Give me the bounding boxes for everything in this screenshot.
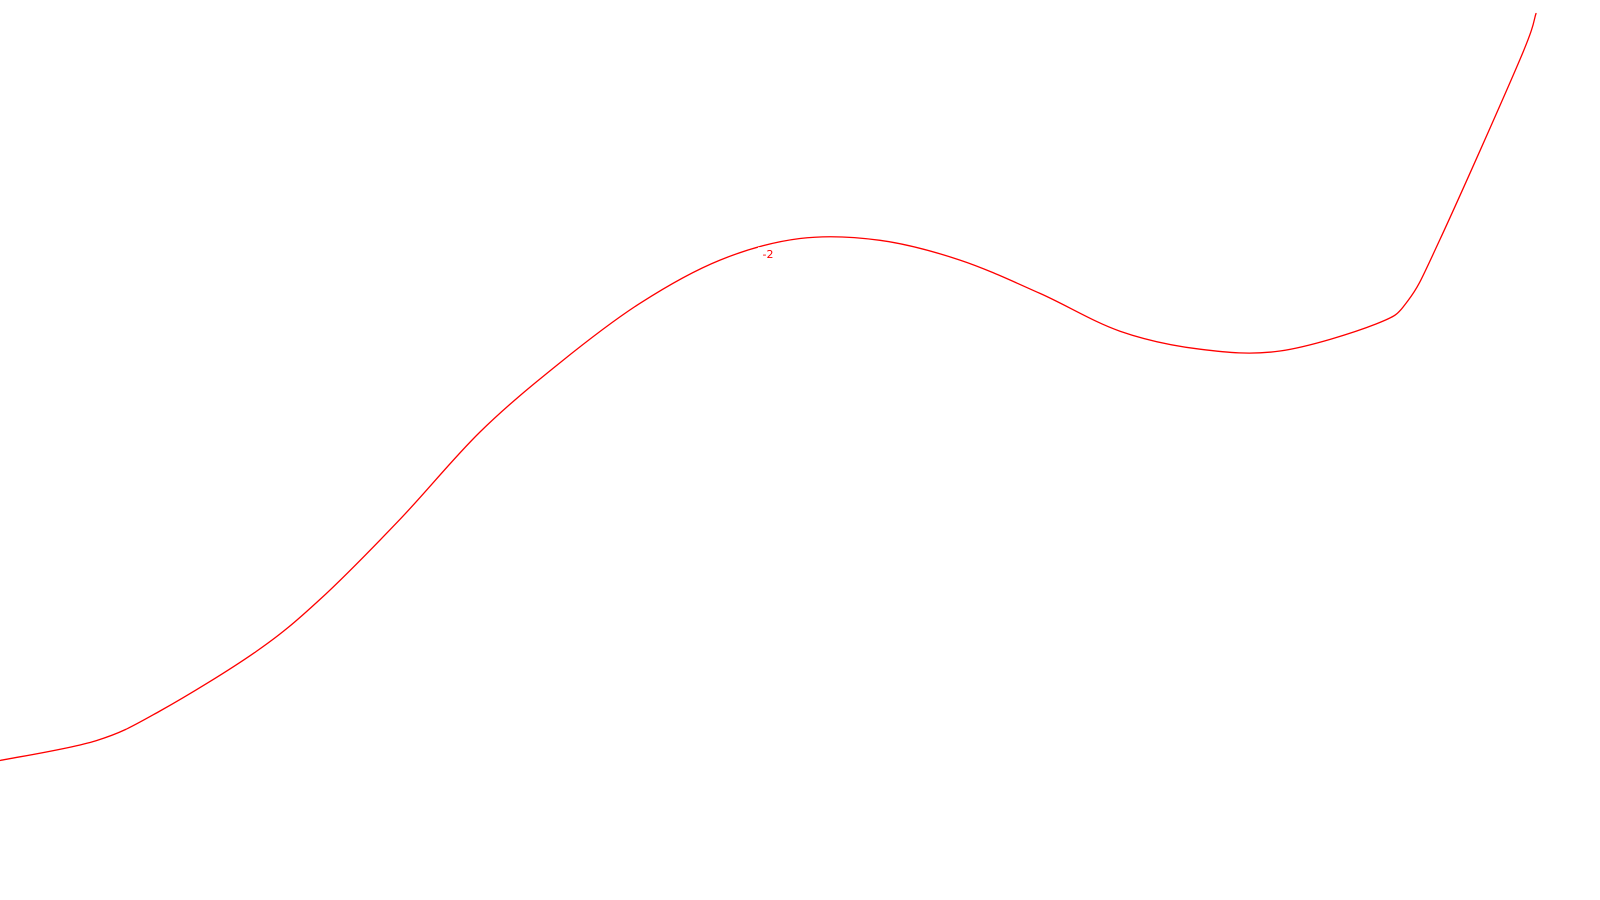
contour-label-0: -2 [763, 248, 774, 261]
contour-label-background-0 [758, 247, 778, 262]
contour-line-0 [0, 12, 1537, 762]
series-layer: -2 [0, 12, 1537, 762]
